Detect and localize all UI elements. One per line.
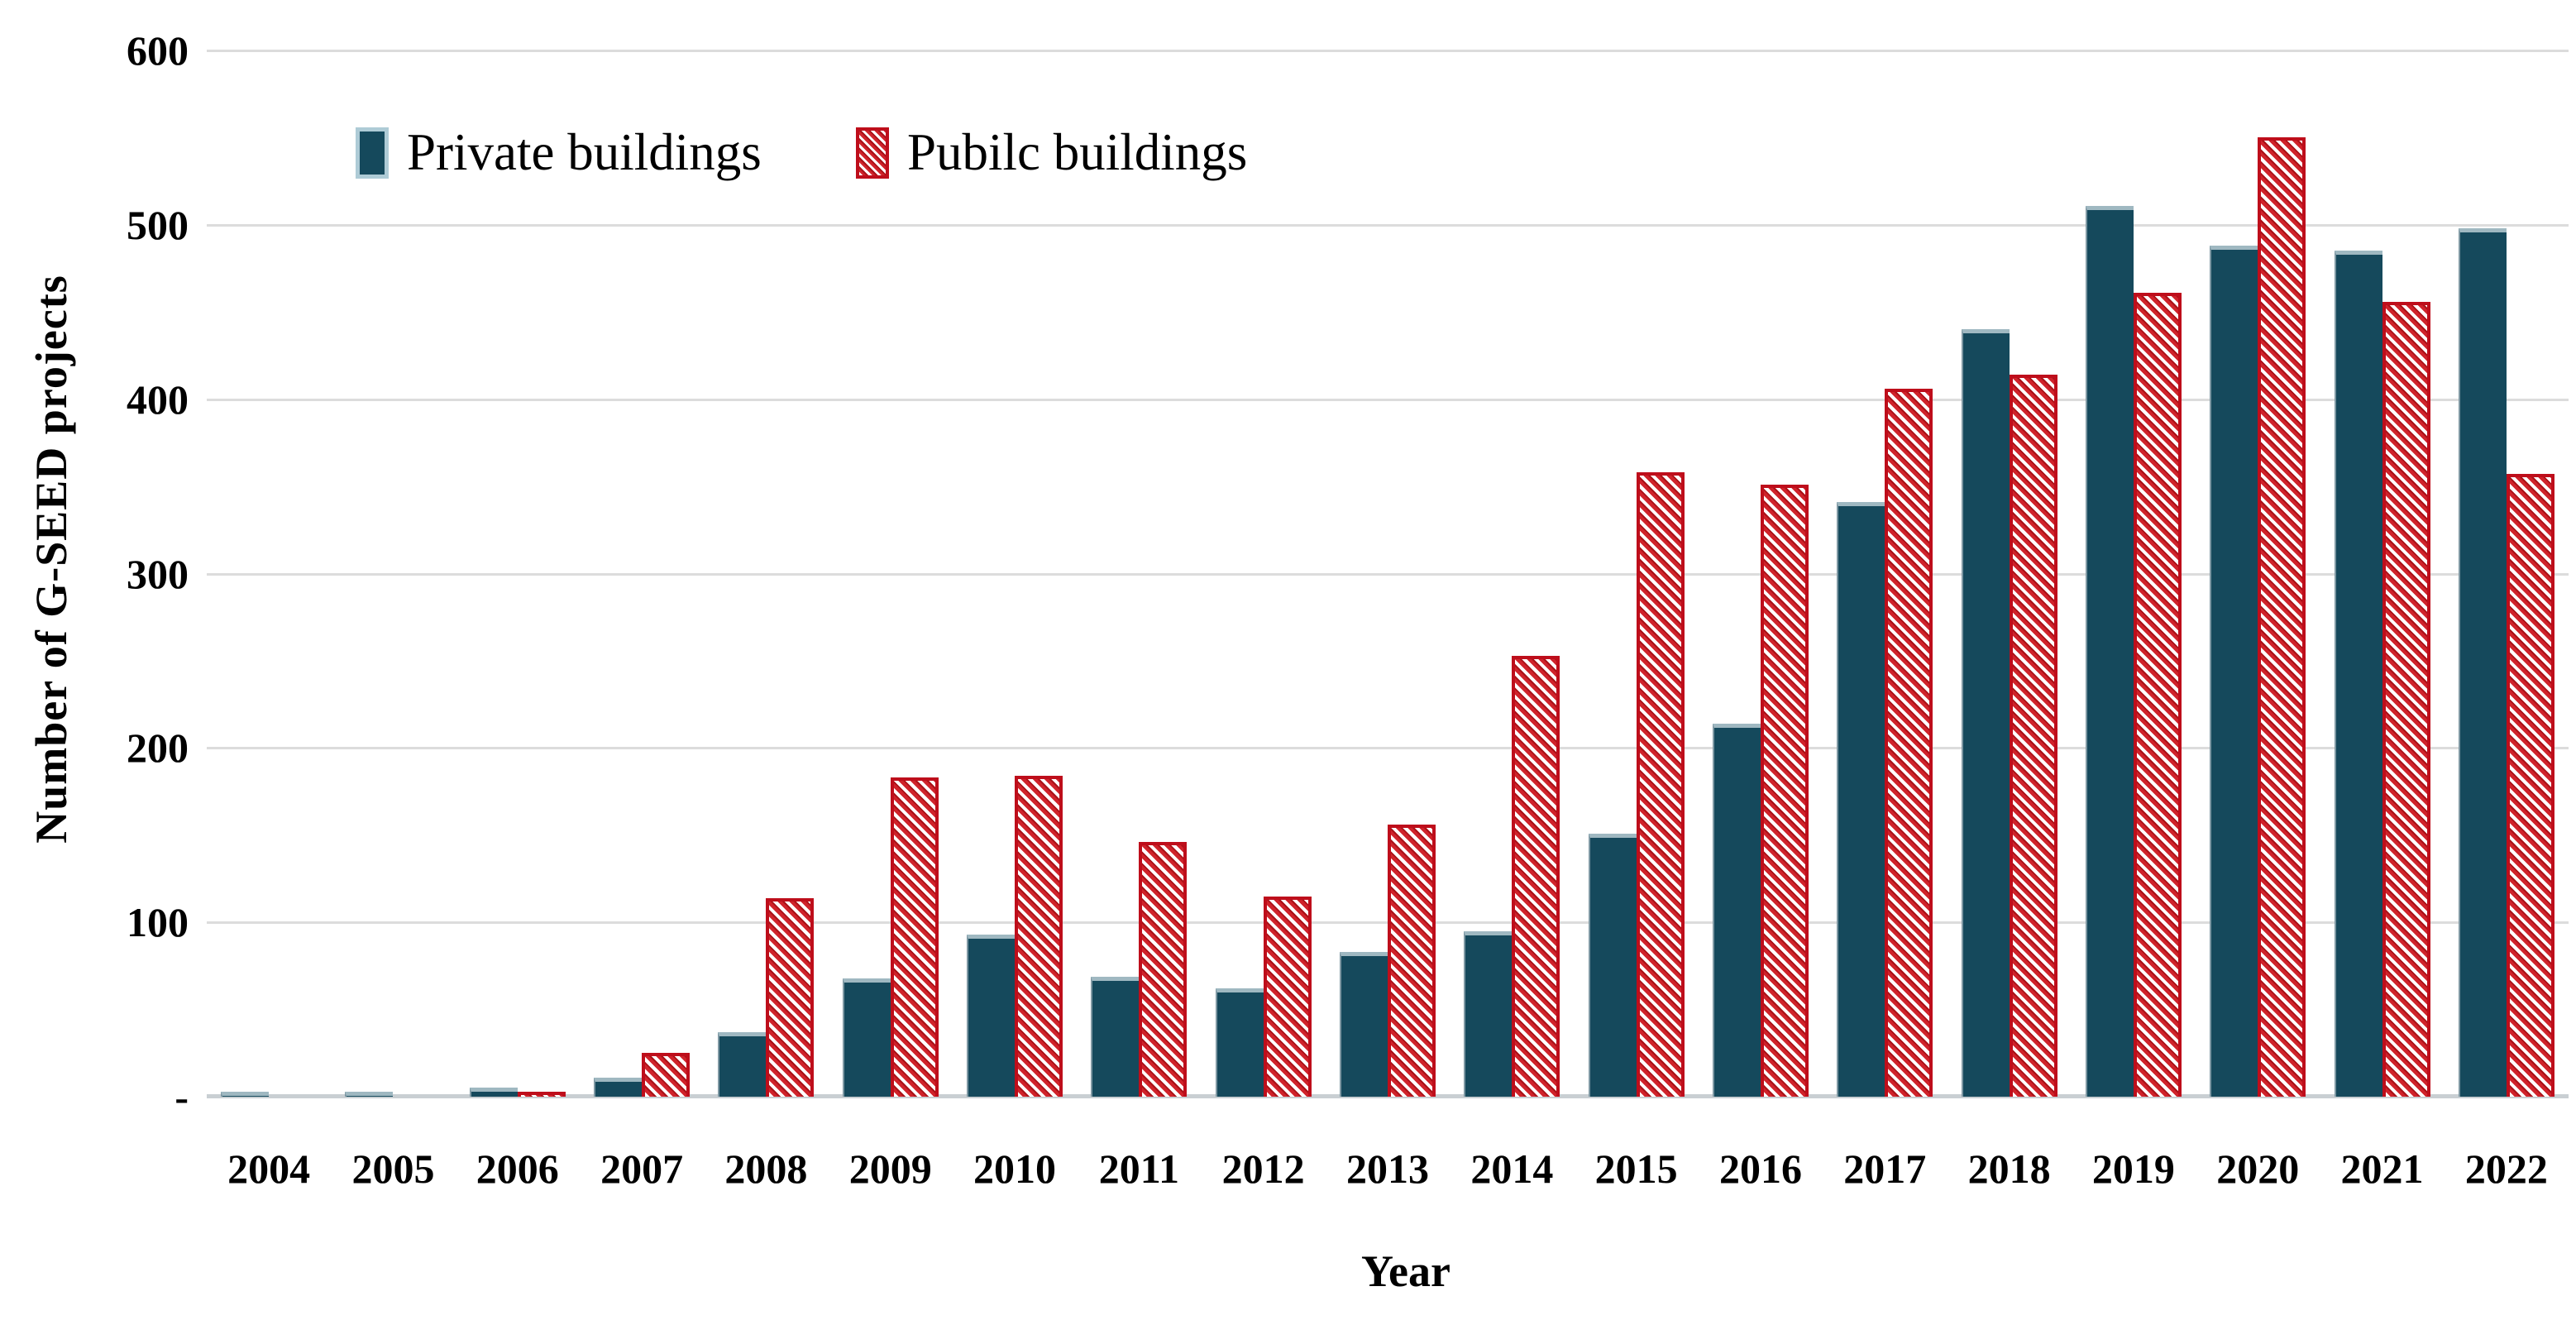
y-tick-label-0: - [174,1074,189,1120]
bar-private-2007 [594,1077,643,1097]
bar-public-2011 [1139,842,1188,1097]
bar-private-2014 [1464,930,1513,1097]
x-tick-label-2018: 2018 [1967,1145,2051,1192]
x-tick-label-2017: 2017 [1843,1145,1927,1192]
y-tick-label-100: 100 [127,899,189,946]
legend-label-private: Private buildings [407,123,762,181]
bar-private-2018 [1961,329,2010,1097]
bar-public-2020 [2258,137,2306,1097]
bar-private-2010 [967,934,1016,1097]
bar-private-2015 [1588,833,1637,1097]
bar-private-2016 [1712,723,1761,1097]
legend-swatch-public-icon [856,127,889,179]
bar-private-2008 [718,1032,767,1097]
bar-private-2019 [2085,205,2134,1097]
bar-public-2013 [1388,825,1436,1097]
x-tick-label-2012: 2012 [1221,1145,1305,1192]
x-tick-label-2005: 2005 [351,1145,435,1192]
bar-public-2018 [2009,375,2057,1097]
bar-private-2021 [2334,251,2382,1097]
x-tick-label-2007: 2007 [600,1145,684,1192]
y-tick-label-300: 300 [127,550,189,597]
bar-private-2006 [469,1088,518,1097]
y-tick-label-400: 400 [127,375,189,423]
legend-swatch-private-icon [356,127,389,179]
gridline-300 [207,572,2569,576]
bar-public-2006 [517,1091,566,1097]
bar-private-2022 [2458,228,2507,1097]
x-tick-label-2013: 2013 [1346,1145,1429,1192]
legend-item-private: Private buildings [356,122,762,183]
bar-private-2004 [221,1091,270,1097]
plot-area [207,50,2569,1098]
bar-private-2009 [842,978,891,1097]
bar-public-2009 [890,777,939,1097]
bar-private-2005 [345,1091,394,1097]
x-tick-label-2006: 2006 [476,1145,559,1192]
x-tick-label-2014: 2014 [1470,1145,1554,1192]
bar-public-2016 [1760,484,1809,1097]
bar-public-2022 [2506,474,2554,1097]
legend-label-public: Pubilc buildings [907,123,1248,181]
y-tick-label-200: 200 [127,725,189,772]
x-tick-label-2019: 2019 [2091,1145,2175,1192]
x-tick-label-2020: 2020 [2216,1145,2300,1192]
x-tick-label-2015: 2015 [1594,1145,1678,1192]
bar-public-2017 [1885,389,1933,1097]
legend-item-public: Pubilc buildings [856,122,1247,183]
x-tick-label-2010: 2010 [973,1145,1057,1192]
gridline-600 [207,50,2569,52]
x-tick-label-2004: 2004 [227,1145,311,1192]
bar-public-2014 [1512,655,1560,1097]
x-tick-label-2021: 2021 [2340,1145,2424,1192]
gridline-500 [207,223,2569,227]
bar-private-2012 [1215,988,1264,1097]
bar-public-2019 [2133,293,2182,1097]
x-tick-label-2009: 2009 [848,1145,932,1192]
x-tick-label-2022: 2022 [2464,1145,2548,1192]
bar-private-2011 [1091,976,1140,1097]
bar-public-2012 [1263,896,1312,1097]
y-tick-label-600: 600 [127,27,189,74]
bar-public-2008 [766,897,815,1097]
bar-private-2017 [1837,502,1885,1097]
x-tick-label-2008: 2008 [724,1145,808,1192]
bar-public-2010 [1015,776,1063,1097]
x-tick-label-2011: 2011 [1098,1145,1179,1192]
y-tick-label-500: 500 [127,201,189,248]
bar-public-2021 [2382,301,2430,1097]
bar-public-2007 [642,1053,691,1097]
bar-private-2013 [1340,952,1388,1097]
gridline-200 [207,747,2569,750]
bar-private-2020 [2210,246,2258,1097]
x-tick-label-2016: 2016 [1718,1145,1802,1192]
gridline-400 [207,398,2569,401]
x-axis-title: Year [1361,1246,1450,1296]
bar-public-2015 [1636,472,1685,1097]
